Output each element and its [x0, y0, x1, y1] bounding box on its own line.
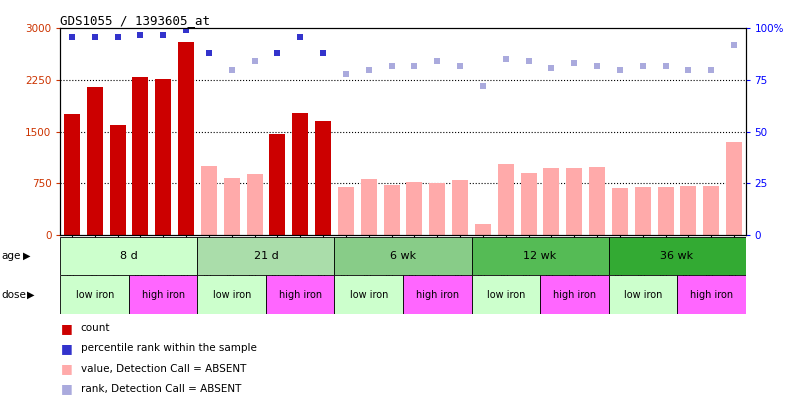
- Text: high iron: high iron: [279, 290, 322, 300]
- Bar: [60, 237, 197, 275]
- Bar: [609, 237, 746, 275]
- Text: high iron: high iron: [553, 290, 596, 300]
- Bar: [334, 275, 403, 314]
- Bar: [406, 182, 422, 235]
- Text: ■: ■: [60, 342, 73, 355]
- Bar: [269, 134, 285, 235]
- Bar: [658, 188, 674, 235]
- Bar: [132, 77, 148, 235]
- Bar: [201, 166, 217, 235]
- Bar: [567, 168, 582, 235]
- Text: rank, Detection Call = ABSENT: rank, Detection Call = ABSENT: [81, 384, 241, 394]
- Bar: [430, 183, 445, 235]
- Text: age: age: [2, 251, 21, 261]
- Text: 6 wk: 6 wk: [390, 251, 416, 261]
- Text: 8 d: 8 d: [120, 251, 138, 261]
- Text: ■: ■: [60, 382, 73, 395]
- Text: high iron: high iron: [416, 290, 459, 300]
- Text: value, Detection Call = ABSENT: value, Detection Call = ABSENT: [81, 364, 246, 373]
- Bar: [197, 275, 266, 314]
- Text: low iron: low iron: [487, 290, 525, 300]
- Text: ▶: ▶: [27, 290, 34, 300]
- Bar: [293, 113, 308, 235]
- Bar: [726, 142, 742, 235]
- Text: low iron: low iron: [350, 290, 388, 300]
- Bar: [521, 173, 537, 235]
- Bar: [156, 79, 171, 235]
- Text: percentile rank within the sample: percentile rank within the sample: [81, 343, 256, 353]
- Text: high iron: high iron: [690, 290, 733, 300]
- Bar: [64, 115, 80, 235]
- Bar: [87, 87, 102, 235]
- Bar: [197, 237, 334, 275]
- Bar: [110, 125, 126, 235]
- Bar: [472, 275, 540, 314]
- Bar: [612, 188, 628, 235]
- Bar: [609, 275, 677, 314]
- Text: low iron: low iron: [624, 290, 662, 300]
- Bar: [247, 174, 263, 235]
- Text: low iron: low iron: [76, 290, 114, 300]
- Text: high iron: high iron: [142, 290, 185, 300]
- Bar: [452, 180, 468, 235]
- Text: 12 wk: 12 wk: [523, 251, 557, 261]
- Bar: [540, 275, 609, 314]
- Text: GDS1055 / 1393605_at: GDS1055 / 1393605_at: [60, 14, 210, 27]
- Bar: [472, 237, 609, 275]
- Bar: [266, 275, 334, 314]
- Text: 21 d: 21 d: [254, 251, 278, 261]
- Bar: [315, 122, 331, 235]
- Bar: [589, 167, 605, 235]
- Bar: [677, 275, 746, 314]
- Bar: [403, 275, 472, 314]
- Bar: [178, 42, 194, 235]
- Bar: [334, 237, 472, 275]
- Text: count: count: [81, 323, 110, 333]
- Text: ■: ■: [60, 322, 73, 335]
- Bar: [475, 224, 491, 235]
- Bar: [129, 275, 197, 314]
- Bar: [543, 168, 559, 235]
- Bar: [680, 186, 696, 235]
- Text: 36 wk: 36 wk: [660, 251, 694, 261]
- Bar: [224, 179, 239, 235]
- Bar: [635, 187, 650, 235]
- Text: dose: dose: [2, 290, 27, 300]
- Text: ■: ■: [60, 362, 73, 375]
- Bar: [361, 179, 376, 235]
- Bar: [384, 185, 400, 235]
- Bar: [60, 275, 129, 314]
- Text: ▶: ▶: [23, 251, 30, 261]
- Text: low iron: low iron: [213, 290, 251, 300]
- Bar: [704, 185, 719, 235]
- Bar: [338, 187, 354, 235]
- Bar: [498, 164, 513, 235]
